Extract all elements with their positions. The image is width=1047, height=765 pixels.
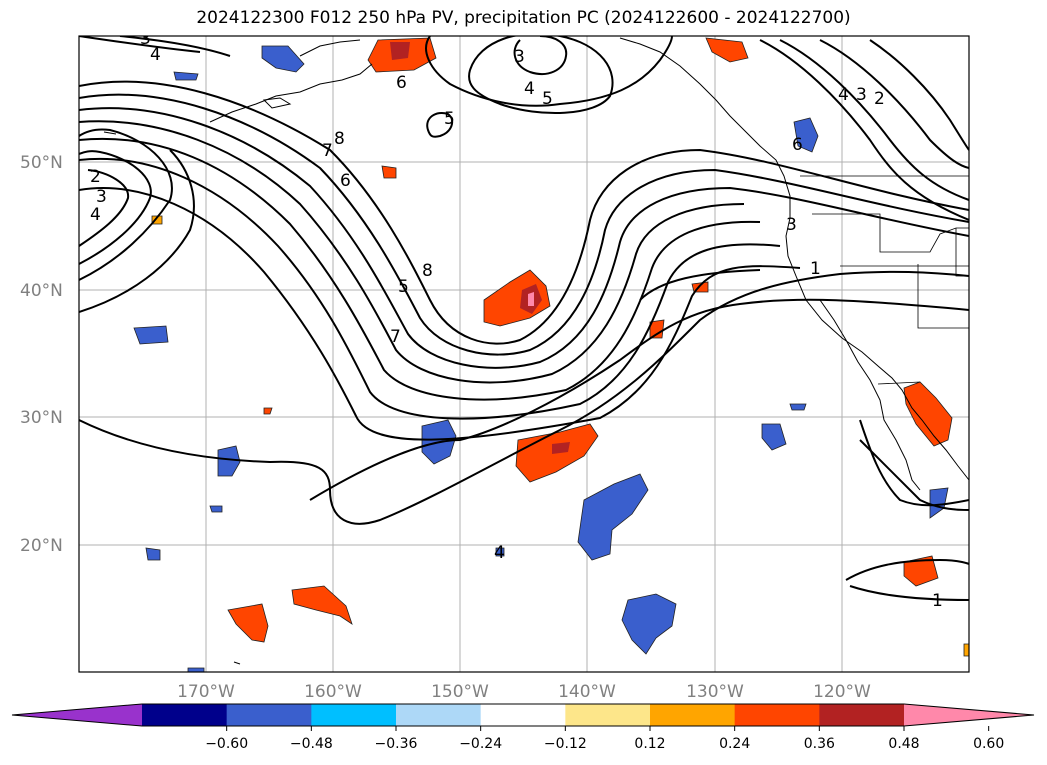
colorbar-tick-label: 0.60 [973, 736, 1004, 752]
colorbar-segment [396, 704, 482, 726]
contour-label: 4 [494, 543, 505, 563]
colorbar-tick-label: −0.48 [290, 736, 333, 752]
precip-blob [577, 473, 649, 561]
precip-blob [145, 547, 161, 561]
colorbar-segment [819, 704, 905, 726]
colorbar-segment [734, 704, 820, 726]
contour-label: 1 [932, 591, 943, 611]
precip-blob [187, 667, 205, 672]
precip-blob [495, 547, 505, 557]
precip-blob [929, 487, 949, 519]
precip-blob [173, 71, 199, 81]
colorbar-tick-label: 0.24 [719, 736, 750, 752]
colorbar-tick-label: −0.12 [544, 736, 587, 752]
latitude-labels: 50°N 40°N 30°N 20°N [20, 153, 63, 556]
contour-labels: 3 4 2 3 4 6 3 4 5 5 4 3 2 6 8 7 6 8 5 7 … [90, 29, 943, 611]
lat-label-50n: 50°N [20, 153, 63, 173]
contour-label: 8 [334, 129, 345, 149]
contour-label: 2 [90, 167, 101, 187]
contour-label: 1 [810, 259, 821, 279]
precip-blob [133, 325, 169, 345]
contour-label: 4 [838, 85, 849, 105]
coastlines [103, 37, 969, 665]
contour-label: 4 [524, 79, 535, 99]
colorbar-extend-max [904, 704, 1034, 726]
pv-contours [79, 36, 969, 601]
contour-label: 4 [150, 45, 161, 65]
lat-label-40n: 40°N [20, 281, 63, 301]
precip-blob [789, 403, 807, 411]
precip-negative-areas [133, 45, 949, 672]
precip-blob [261, 45, 305, 73]
precip-blob [705, 37, 749, 63]
contour-label: 6 [792, 135, 803, 155]
contour-label: 3 [140, 29, 151, 49]
colorbar-tick-label: 0.48 [888, 736, 919, 752]
lat-label-30n: 30°N [20, 408, 63, 428]
precip-blob [649, 319, 665, 339]
precip-blob [761, 423, 787, 451]
lon-label-130w: 130°W [686, 682, 744, 702]
contour-label: 2 [874, 89, 885, 109]
precip-blob [621, 593, 677, 655]
colorbar-segment [650, 704, 736, 726]
precip-blob [381, 165, 397, 179]
precip-blob [483, 269, 551, 327]
contour-label: 3 [96, 187, 107, 207]
precip-blob [793, 117, 819, 153]
contour-label: 7 [322, 141, 333, 161]
contour-label: 7 [390, 327, 401, 347]
colorbar-segment [565, 704, 651, 726]
contour-label: 6 [340, 171, 351, 191]
colorbar-segment [226, 704, 312, 726]
precip-blob [963, 643, 969, 657]
lon-label-160w: 160°W [304, 682, 362, 702]
colorbar-extend-min [12, 704, 142, 726]
precip-blob [390, 42, 410, 60]
precip-positive-areas [151, 37, 969, 657]
lat-label-20n: 20°N [20, 536, 63, 556]
contour-label: 8 [422, 261, 433, 281]
contour-label: 3 [856, 85, 867, 105]
lon-label-150w: 150°W [431, 682, 489, 702]
longitude-labels: 170°W 160°W 150°W 140°W 130°W 120°W [177, 682, 871, 702]
contour-label: 5 [398, 277, 409, 297]
contour-label: 5 [444, 109, 455, 129]
colorbar-tick-label: −0.60 [205, 736, 248, 752]
borders [800, 175, 969, 385]
lon-label-170w: 170°W [177, 682, 235, 702]
colorbar-tick-label: −0.36 [375, 736, 418, 752]
colorbar-segment [142, 704, 228, 726]
colorbar-outline [11, 703, 1035, 727]
precip-blob [227, 603, 269, 643]
contour-label: 4 [90, 205, 101, 225]
precip-blob [528, 292, 534, 306]
precip-blob [291, 585, 353, 625]
contour-label: 3 [786, 215, 797, 235]
contour-label: 6 [396, 73, 407, 93]
map-title: 2024122300 F012 250 hPa PV, precipitatio… [196, 8, 851, 28]
colorbar-segment [311, 704, 397, 726]
precip-blob [263, 407, 273, 415]
colorbar-tick-label: −0.24 [459, 736, 502, 752]
contour-label: 5 [542, 89, 553, 109]
colorbar-tick-label: 0.12 [634, 736, 665, 752]
gridlines [79, 36, 969, 672]
contour-label: 3 [514, 47, 525, 67]
colorbar: −0.60 −0.48 −0.36 −0.24 −0.12 0.12 0.24 0.36 0.4… [11, 703, 1035, 752]
map-frame [78, 35, 970, 673]
precip-blob [903, 555, 939, 587]
colorbar-segment [480, 704, 566, 726]
lon-label-120w: 120°W [813, 682, 871, 702]
map-area: 3 4 2 3 4 6 3 4 5 5 4 3 2 6 8 7 6 8 5 7 … [79, 29, 969, 672]
precip-blob [209, 505, 223, 513]
precip-blob [552, 442, 570, 454]
precip-blob [903, 381, 953, 447]
precip-blob [217, 445, 241, 477]
colorbar-tick-label: 0.36 [804, 736, 835, 752]
lon-label-140w: 140°W [558, 682, 616, 702]
